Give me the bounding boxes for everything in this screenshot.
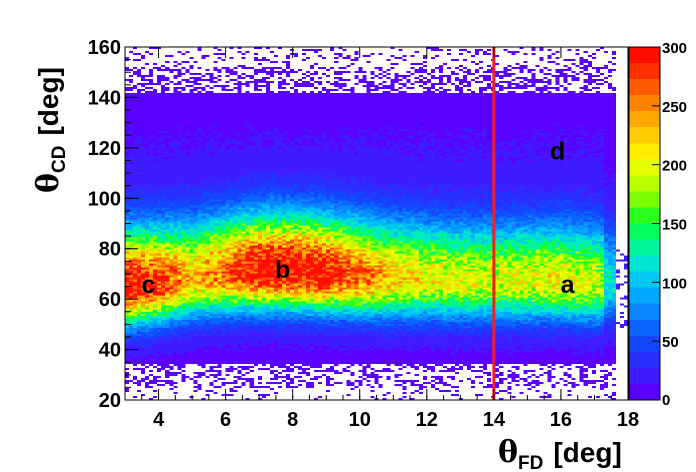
x-tick-label: 4 — [153, 409, 165, 431]
colorbar: 0 50 100 150 200 250 300 — [628, 40, 687, 409]
x-axis-title: θFD [deg] — [498, 435, 622, 472]
svg-text:θCD[deg]: θCD [deg] — [31, 67, 70, 193]
x-tick-label: 16 — [550, 409, 572, 431]
region-label-c: c — [142, 271, 156, 299]
y-axis-unit: [deg] — [33, 67, 64, 135]
y-axis-title: θCD [deg] — [31, 67, 70, 193]
y-tick-label: 120 — [88, 138, 121, 160]
colorbar-tick-label: 0 — [662, 392, 670, 409]
region-label-a: a — [561, 271, 576, 299]
colorbar-ticks: 0 50 100 150 200 250 300 — [652, 40, 687, 409]
colorbar-tick-label: 50 — [662, 334, 679, 351]
y-tick-label: 20 — [99, 390, 121, 412]
x-tick-label: 8 — [287, 409, 298, 431]
region-labels: a b c d — [142, 137, 576, 299]
x-axis-subscript: FD — [518, 453, 543, 472]
x-tick-label: 10 — [349, 409, 371, 431]
y-axis-symbol: θ — [31, 173, 66, 193]
y-tick-label: 60 — [99, 289, 121, 311]
y-tick-label: 140 — [88, 87, 121, 109]
x-tick-label: 18 — [617, 409, 639, 431]
y-tick-label: 160 — [88, 37, 121, 59]
plot-frame — [125, 47, 628, 400]
colorbar-tick-label: 300 — [662, 40, 687, 57]
region-label-b: b — [275, 256, 290, 284]
colorbar-tick-label: 250 — [662, 99, 687, 116]
colorbar-tick-label: 100 — [662, 275, 687, 292]
y-tick-label: 80 — [99, 239, 121, 261]
x-axis: 4 6 8 10 12 14 16 18 — [124, 47, 639, 431]
y-axis-subscript: CD — [49, 146, 70, 173]
colorbar-tick-label: 200 — [662, 158, 687, 175]
y-tick-label: 40 — [99, 340, 121, 362]
heatmap-cells — [125, 47, 628, 400]
x-axis-unit: [deg] — [553, 437, 621, 468]
x-tick-label: 14 — [483, 409, 506, 431]
region-label-d: d — [550, 137, 565, 165]
colorbar-tick-label: 150 — [662, 217, 687, 234]
x-tick-label: 6 — [220, 409, 231, 431]
y-axis: 20 40 60 80 100 120 140 160 — [88, 37, 138, 412]
x-tick-label: 12 — [416, 409, 438, 431]
x-axis-symbol: θ — [498, 435, 518, 470]
y-tick-label: 100 — [88, 188, 121, 210]
